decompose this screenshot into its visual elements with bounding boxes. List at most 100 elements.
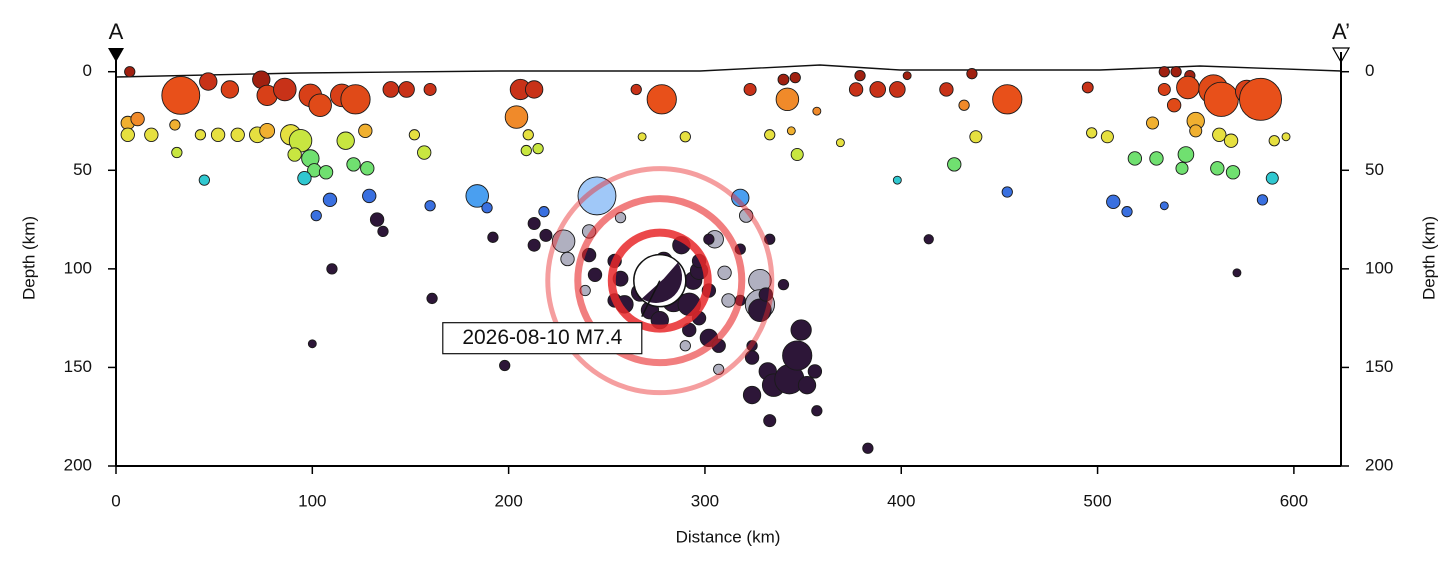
x-tick-label: 600 [1280, 491, 1308, 510]
event [777, 278, 790, 291]
event [777, 73, 790, 86]
event [1223, 133, 1239, 148]
event [1086, 127, 1098, 139]
event [637, 132, 647, 142]
x-tick-label: 300 [691, 491, 719, 510]
event [992, 84, 1023, 115]
event [892, 175, 902, 185]
event [703, 233, 715, 245]
event [1127, 151, 1143, 166]
event [1001, 186, 1013, 198]
y-tick-label: 150 [64, 357, 92, 376]
event [797, 376, 817, 395]
event [362, 188, 377, 204]
event [326, 263, 338, 275]
event [862, 442, 874, 454]
event [426, 292, 438, 305]
y-axis-label: Depth (km) [1419, 216, 1438, 300]
event [807, 364, 823, 379]
event [1149, 151, 1164, 166]
event [1265, 171, 1279, 185]
event [789, 71, 801, 84]
event [198, 174, 210, 186]
event [1203, 81, 1239, 117]
x-tick-label: 400 [887, 491, 915, 510]
event [487, 231, 499, 243]
y-tick-label: 50 [73, 160, 92, 179]
event [679, 340, 691, 352]
event [958, 99, 970, 111]
event [408, 129, 421, 141]
event [786, 126, 796, 136]
event [790, 148, 804, 162]
event [854, 70, 866, 82]
label-box [442, 322, 643, 355]
event [130, 111, 145, 127]
event [966, 68, 978, 80]
mainshock-ring [607, 228, 712, 333]
event [377, 225, 389, 238]
event [538, 206, 550, 218]
x-tick-label: 200 [494, 491, 522, 510]
event [1225, 165, 1241, 180]
y-tick-label: 0 [1365, 61, 1374, 80]
y-tick-label: 200 [1365, 455, 1393, 474]
event [524, 80, 544, 99]
event [481, 202, 493, 214]
y-tick-label: 50 [1365, 160, 1384, 179]
event [424, 200, 436, 212]
x-axis-label: Distance (km) [676, 527, 781, 546]
event [790, 319, 812, 341]
event [731, 188, 750, 208]
event [1210, 161, 1225, 176]
event [1256, 194, 1269, 206]
event [287, 147, 302, 162]
event [763, 414, 777, 428]
event [1175, 161, 1189, 175]
event [423, 82, 437, 96]
event [340, 84, 371, 115]
event [465, 184, 489, 208]
y-tick-label: 100 [1365, 258, 1393, 277]
event [889, 81, 906, 98]
event [1081, 81, 1094, 94]
event [273, 77, 297, 102]
event [398, 81, 415, 98]
event [210, 127, 226, 142]
event [742, 385, 762, 405]
event [539, 228, 553, 242]
event [560, 251, 575, 267]
event [1281, 132, 1291, 142]
event [717, 265, 732, 280]
y-tick-label: 0 [83, 61, 92, 80]
event [336, 131, 355, 150]
event [346, 157, 361, 172]
event [775, 87, 800, 112]
event [1239, 77, 1283, 121]
event [417, 145, 432, 160]
event [1212, 127, 1227, 142]
event [782, 340, 813, 371]
y-tick-label: 150 [1365, 357, 1393, 376]
event [220, 80, 240, 99]
event [199, 72, 218, 91]
event [587, 267, 603, 282]
event [1170, 66, 1182, 78]
event [1159, 201, 1169, 211]
event [1146, 116, 1160, 130]
event [679, 131, 691, 143]
event [322, 192, 338, 208]
event [161, 75, 201, 115]
event [577, 176, 617, 216]
event [1121, 206, 1133, 218]
event [358, 123, 373, 139]
mainshock-ring [545, 166, 775, 396]
event [764, 129, 776, 141]
event [758, 287, 773, 302]
event [499, 359, 511, 372]
event [744, 350, 760, 365]
event [923, 234, 934, 245]
event [748, 298, 772, 322]
